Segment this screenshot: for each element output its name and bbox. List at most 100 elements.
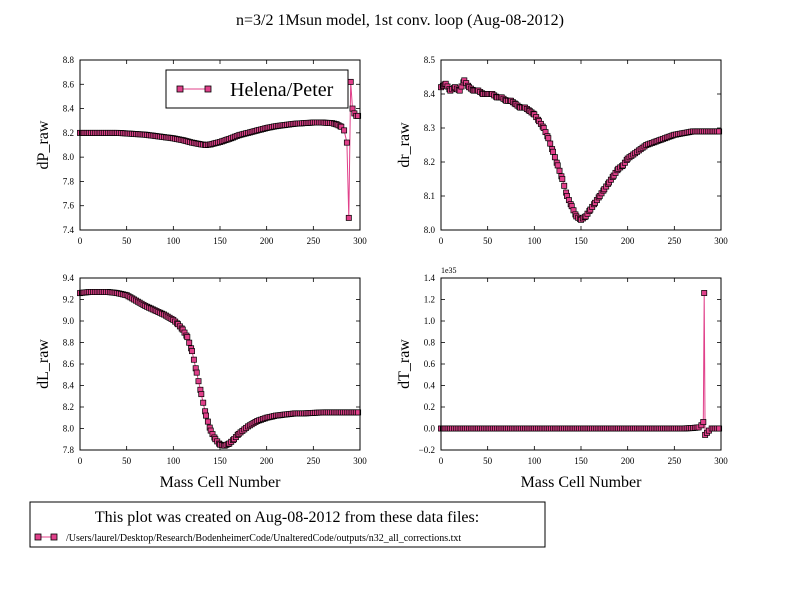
y-tick-label-dT: 1.2	[424, 295, 435, 305]
y-tick-label-dT: 1.4	[424, 273, 436, 283]
data-point-dP	[341, 127, 348, 134]
data-point-dP	[349, 105, 356, 112]
x-tick-label-dT: 100	[528, 456, 542, 466]
data-point-dP	[343, 139, 350, 146]
data-point-dP	[345, 214, 352, 221]
file-note-marker	[34, 533, 58, 541]
y-axis-label-dP: dP_raw	[35, 120, 52, 169]
y-tick-label-dr: 8.3	[424, 123, 436, 133]
x-tick-label-dT: 200	[621, 456, 635, 466]
x-tick-label-dL: 200	[260, 456, 274, 466]
data-point-dL	[189, 348, 195, 355]
y-axis-label-dL: dL_raw	[35, 339, 52, 389]
data-point-dr	[554, 162, 561, 169]
series-dP	[77, 78, 362, 221]
x-tick-label-dr: 150	[574, 236, 588, 246]
y-tick-label-dT: 0.2	[424, 402, 435, 412]
panel-dr: 0 50 100 150 200 250 300 8.0 8.1 8.2 8.3 8.4 8.5 dr_r…	[396, 55, 728, 246]
data-point-dL	[195, 378, 202, 385]
x-tick-label-dr: 50	[483, 236, 493, 246]
data-point-dL	[193, 369, 200, 376]
y-tick-label-dP: 8.4	[63, 104, 75, 114]
y-tick-label-dT: −0.2	[419, 445, 435, 455]
y-tick-label-dL: 8.6	[63, 359, 75, 369]
x-tick-label-dP: 150	[213, 236, 227, 246]
x-tick-label-dr: 0	[439, 236, 444, 246]
data-point-dr	[559, 176, 566, 182]
data-point-dL	[186, 339, 193, 346]
x-tick-label-dL: 250	[307, 456, 321, 466]
legend-marker	[176, 85, 184, 93]
x-tick-label-dL: 300	[353, 456, 367, 466]
x-tick-label-dL: 50	[122, 456, 132, 466]
data-point-dT	[716, 425, 723, 432]
x-tick-label-dP: 300	[353, 236, 367, 246]
x-tick-label-dP: 200	[260, 236, 274, 246]
x-tick-label-dL: 100	[167, 456, 181, 466]
data-point-dL	[200, 399, 207, 406]
axes-frame-dL	[79, 277, 361, 451]
x-tick-label-dP: 50	[122, 236, 132, 246]
x-tick-label-dr: 100	[528, 236, 542, 246]
file-note-title: This plot was created on Aug-08-2012 fro…	[95, 509, 479, 526]
y-tick-label-dT: 0.8	[424, 338, 436, 348]
plot-area-dr	[441, 60, 721, 230]
y-tick-label-dL: 9.4	[63, 273, 75, 283]
data-point-dL	[355, 409, 362, 416]
legend-dP: Helena/Peter	[165, 69, 349, 109]
x-tick-label-dT: 150	[574, 456, 588, 466]
y-tick-label-dr: 8.4	[424, 89, 436, 99]
y-tick-label-dP: 8.8	[63, 55, 75, 65]
y-tick-label-dr: 8.5	[424, 55, 436, 65]
y-tick-label-dT: 0.4	[424, 381, 436, 391]
x-tick-label-dL: 0	[78, 456, 83, 466]
y-tick-label-dr: 8.2	[424, 157, 435, 167]
x-tick-label-dr: 200	[621, 236, 635, 246]
x-tick-label-dT: 250	[668, 456, 682, 466]
data-point-dT	[701, 290, 708, 296]
y-tick-label-dT: 1.0	[424, 316, 436, 326]
figure-suptitle: n=3/2 1Msun model, 1st conv. loop (Aug-0…	[236, 12, 564, 29]
panel-dT: 0 50 100 150 200 250 300 −0.2 0.0 0.2 0.4 0.6 0.8 1.0…	[396, 266, 728, 491]
y-tick-label-dr: 8.0	[424, 225, 436, 235]
series-dT	[438, 290, 723, 438]
data-point-dL	[198, 391, 205, 398]
axes-frame-dr	[440, 59, 722, 231]
x-tick-label-dr: 250	[668, 236, 682, 246]
data-point-dr	[561, 182, 568, 189]
data-point-dL	[190, 356, 197, 363]
y-tick-label-dT: 0.6	[424, 359, 436, 369]
y-tick-label-dL: 7.8	[63, 445, 75, 455]
data-point-dr	[550, 148, 556, 155]
y-tick-label-dP: 7.8	[63, 176, 75, 186]
x-axis-label-dT: Mass Cell Number	[521, 474, 643, 491]
x-tick-label-dP: 0	[78, 236, 83, 246]
series-dL	[77, 289, 362, 449]
y-tick-label-dr: 8.1	[424, 191, 435, 201]
x-tick-label-dP: 100	[167, 236, 181, 246]
y-tick-label-dL: 9.0	[63, 316, 75, 326]
plot-area-dL	[80, 278, 360, 450]
file-note-box: This plot was created on Aug-08-2012 fro…	[29, 501, 546, 548]
data-point-dP	[347, 78, 354, 85]
panel-dL: 0 50 100 150 200 250 300 7.8 8.0 8.2 8.4 8.6 8.8 9.0 9…	[35, 273, 367, 491]
y-tick-label-dL: 8.4	[63, 381, 75, 391]
x-tick-label-dT: 0	[439, 456, 444, 466]
y-tick-label-dP: 7.4	[63, 225, 75, 235]
y-scale-label-dT: 1e35	[441, 266, 457, 275]
y-tick-label-dP: 8.0	[63, 152, 75, 162]
x-axis-label-dL: Mass Cell Number	[160, 474, 282, 491]
legend-marker	[204, 85, 212, 93]
x-tick-label-dr: 300	[714, 236, 728, 246]
data-point-dr	[547, 140, 554, 147]
plot-area-dT	[441, 278, 721, 450]
x-tick-label-dT: 300	[714, 456, 728, 466]
y-tick-label-dL: 8.2	[63, 402, 74, 412]
x-tick-label-dL: 150	[213, 456, 227, 466]
axes-frame-dP	[79, 59, 361, 231]
x-tick-label-dP: 250	[307, 236, 321, 246]
y-tick-label-dP: 7.6	[63, 201, 75, 211]
y-axis-label-dr: dr_raw	[396, 122, 413, 168]
y-tick-label-dP: 8.2	[63, 128, 74, 138]
y-tick-label-dT: 0.0	[424, 424, 436, 434]
